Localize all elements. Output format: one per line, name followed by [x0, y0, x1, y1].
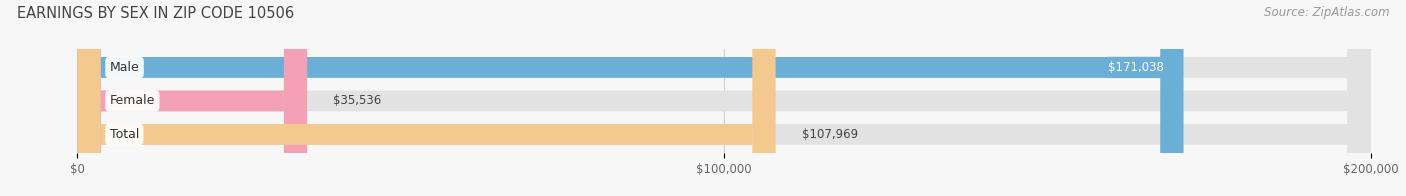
- Text: EARNINGS BY SEX IN ZIP CODE 10506: EARNINGS BY SEX IN ZIP CODE 10506: [17, 6, 294, 21]
- FancyBboxPatch shape: [101, 91, 1347, 111]
- Wedge shape: [1347, 0, 1371, 196]
- Wedge shape: [1347, 0, 1371, 196]
- Text: Female: Female: [110, 94, 155, 107]
- Text: $171,038: $171,038: [1108, 61, 1164, 74]
- Wedge shape: [77, 0, 101, 196]
- FancyBboxPatch shape: [101, 57, 1160, 78]
- Text: $107,969: $107,969: [801, 128, 858, 141]
- FancyBboxPatch shape: [101, 124, 752, 145]
- Text: $35,536: $35,536: [333, 94, 381, 107]
- Wedge shape: [77, 0, 101, 196]
- FancyBboxPatch shape: [101, 57, 1347, 78]
- Wedge shape: [1347, 0, 1371, 196]
- Wedge shape: [77, 0, 101, 196]
- Wedge shape: [284, 0, 307, 196]
- Wedge shape: [77, 0, 101, 196]
- Text: Source: ZipAtlas.com: Source: ZipAtlas.com: [1264, 6, 1389, 19]
- Wedge shape: [752, 0, 776, 196]
- FancyBboxPatch shape: [101, 124, 1347, 145]
- Wedge shape: [77, 0, 101, 196]
- Wedge shape: [1160, 0, 1184, 196]
- Text: Male: Male: [110, 61, 139, 74]
- Text: Total: Total: [110, 128, 139, 141]
- FancyBboxPatch shape: [101, 91, 284, 111]
- Wedge shape: [77, 0, 101, 196]
